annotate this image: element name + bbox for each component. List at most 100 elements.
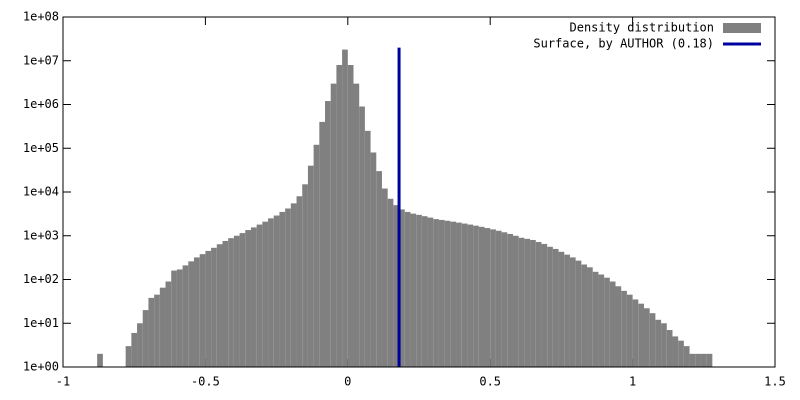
- bar: [524, 238, 531, 367]
- bar: [182, 265, 189, 367]
- bar: [490, 229, 496, 367]
- bar: [621, 290, 627, 367]
- bar: [467, 224, 474, 367]
- bar: [541, 243, 548, 367]
- y-tick-label: 1e+01: [23, 316, 59, 330]
- bar: [381, 188, 388, 367]
- bar: [245, 230, 251, 367]
- bar: [330, 83, 337, 367]
- bar: [364, 130, 371, 367]
- bar: [558, 251, 565, 367]
- bar: [216, 244, 223, 367]
- y-tick-label: 1e+00: [23, 360, 59, 374]
- bar: [125, 346, 132, 367]
- bar: [228, 238, 234, 367]
- bar: [370, 152, 377, 367]
- bar: [285, 208, 291, 367]
- bar: [461, 223, 468, 367]
- bar: [604, 277, 610, 367]
- bar: [587, 267, 593, 367]
- bar: [512, 235, 519, 367]
- bar: [347, 64, 354, 368]
- bar: [456, 222, 462, 367]
- bar: [233, 235, 240, 367]
- bar: [319, 121, 326, 367]
- x-tick-label: -0.5: [191, 375, 220, 389]
- bar: [250, 227, 257, 367]
- bar: [404, 211, 411, 367]
- bar: [194, 257, 200, 367]
- bar: [302, 184, 308, 367]
- legend-label: Surface, by AUTHOR (0.18): [533, 37, 714, 51]
- bar: [552, 248, 559, 367]
- bar: [592, 271, 599, 367]
- bar: [706, 353, 713, 367]
- bar: [342, 49, 348, 368]
- bar: [495, 230, 502, 367]
- bar: [564, 254, 570, 367]
- bar: [273, 215, 280, 367]
- bar: [655, 319, 662, 367]
- bar: [638, 303, 644, 367]
- bar: [535, 241, 542, 367]
- bar: [478, 226, 485, 367]
- bar: [222, 240, 229, 367]
- bar: [700, 353, 707, 367]
- bar: [672, 336, 679, 367]
- bar: [387, 198, 394, 367]
- bar: [547, 246, 553, 367]
- bar: [296, 196, 303, 367]
- bar: [643, 308, 650, 367]
- plot-frame: [62, 16, 776, 368]
- bar: [666, 330, 673, 367]
- bar: [598, 274, 605, 367]
- bar: [626, 294, 633, 367]
- bar: [444, 220, 451, 367]
- legend-label: Density distribution: [570, 21, 715, 35]
- bar: [148, 297, 155, 367]
- bar: [188, 261, 195, 367]
- bar: [581, 264, 588, 367]
- bar: [256, 224, 263, 367]
- bar: [176, 269, 183, 367]
- bar: [421, 216, 428, 367]
- bar: [427, 217, 434, 367]
- y-tick-label: 1e+03: [23, 228, 59, 242]
- y-tick-label: 1e+07: [23, 53, 59, 67]
- y-tick-label: 1e+05: [23, 141, 59, 155]
- bar: [569, 257, 576, 367]
- bar: [450, 221, 457, 367]
- bar: [609, 281, 616, 367]
- bar: [530, 239, 536, 367]
- bar: [279, 211, 286, 367]
- bar: [484, 228, 491, 367]
- x-tick-label: 1: [629, 375, 636, 389]
- y-tick-label: 1e+04: [23, 185, 59, 199]
- bar: [199, 254, 206, 367]
- x-tick-label: 0.5: [479, 375, 501, 389]
- bar: [262, 221, 269, 367]
- bar: [615, 286, 622, 367]
- x-tick-label: -1: [56, 375, 70, 389]
- bar: [399, 209, 405, 367]
- bar: [410, 213, 417, 367]
- bar: [165, 281, 172, 367]
- bar: [683, 346, 690, 367]
- bar: [290, 203, 297, 367]
- bar: [575, 260, 582, 367]
- bar: [137, 323, 143, 367]
- bar: [307, 165, 314, 367]
- y-tick-label: 1e+02: [23, 272, 59, 286]
- bar: [376, 171, 382, 367]
- bar: [438, 219, 445, 367]
- bar: [159, 287, 166, 367]
- bar: [501, 232, 508, 367]
- bar: [239, 233, 246, 367]
- bar: [473, 225, 479, 367]
- bar: [433, 219, 439, 367]
- bar: [171, 270, 177, 367]
- bar: [325, 101, 331, 367]
- bar: [678, 340, 684, 367]
- bar: [154, 294, 160, 367]
